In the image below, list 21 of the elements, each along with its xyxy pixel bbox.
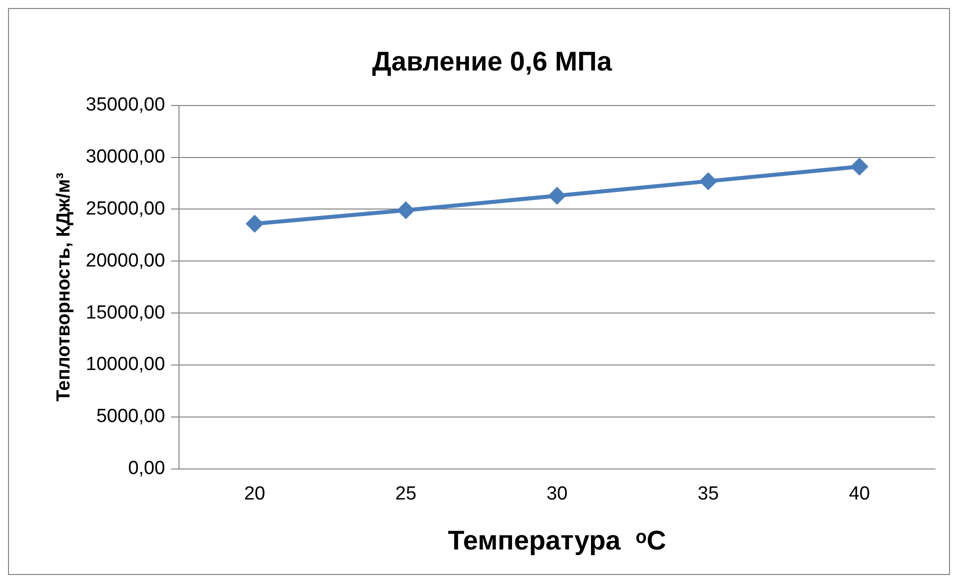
y-tick-label: 20000,00 bbox=[86, 250, 166, 272]
chart-title: Давление 0,6 МПа bbox=[372, 46, 613, 77]
y-tick-label: 10000,00 bbox=[86, 354, 166, 376]
y-tick-label: 0,00 bbox=[128, 458, 166, 480]
point bbox=[246, 214, 264, 233]
x-tick-label: 30 bbox=[546, 483, 568, 504]
x-axis-title: Температура ᵒC bbox=[448, 525, 666, 556]
point bbox=[396, 201, 415, 220]
y-tick-label: 30000,00 bbox=[86, 146, 166, 168]
point bbox=[548, 186, 566, 205]
y-tick-label: 35000,00 bbox=[86, 94, 166, 116]
y-tick-label: 5000,00 bbox=[96, 406, 166, 428]
point bbox=[850, 158, 868, 176]
x-tick-label: 40 bbox=[848, 483, 870, 504]
y-tick-label: 15000,00 bbox=[86, 302, 166, 324]
x-tick-label: 35 bbox=[698, 483, 719, 504]
x-tick-label: 25 bbox=[395, 483, 416, 504]
y-tick-label: 25000,00 bbox=[86, 198, 166, 220]
x-tick-label: 20 bbox=[244, 483, 266, 504]
point bbox=[699, 172, 718, 190]
y-axis-title: Теплотворность, КДж/м³ bbox=[54, 172, 75, 402]
